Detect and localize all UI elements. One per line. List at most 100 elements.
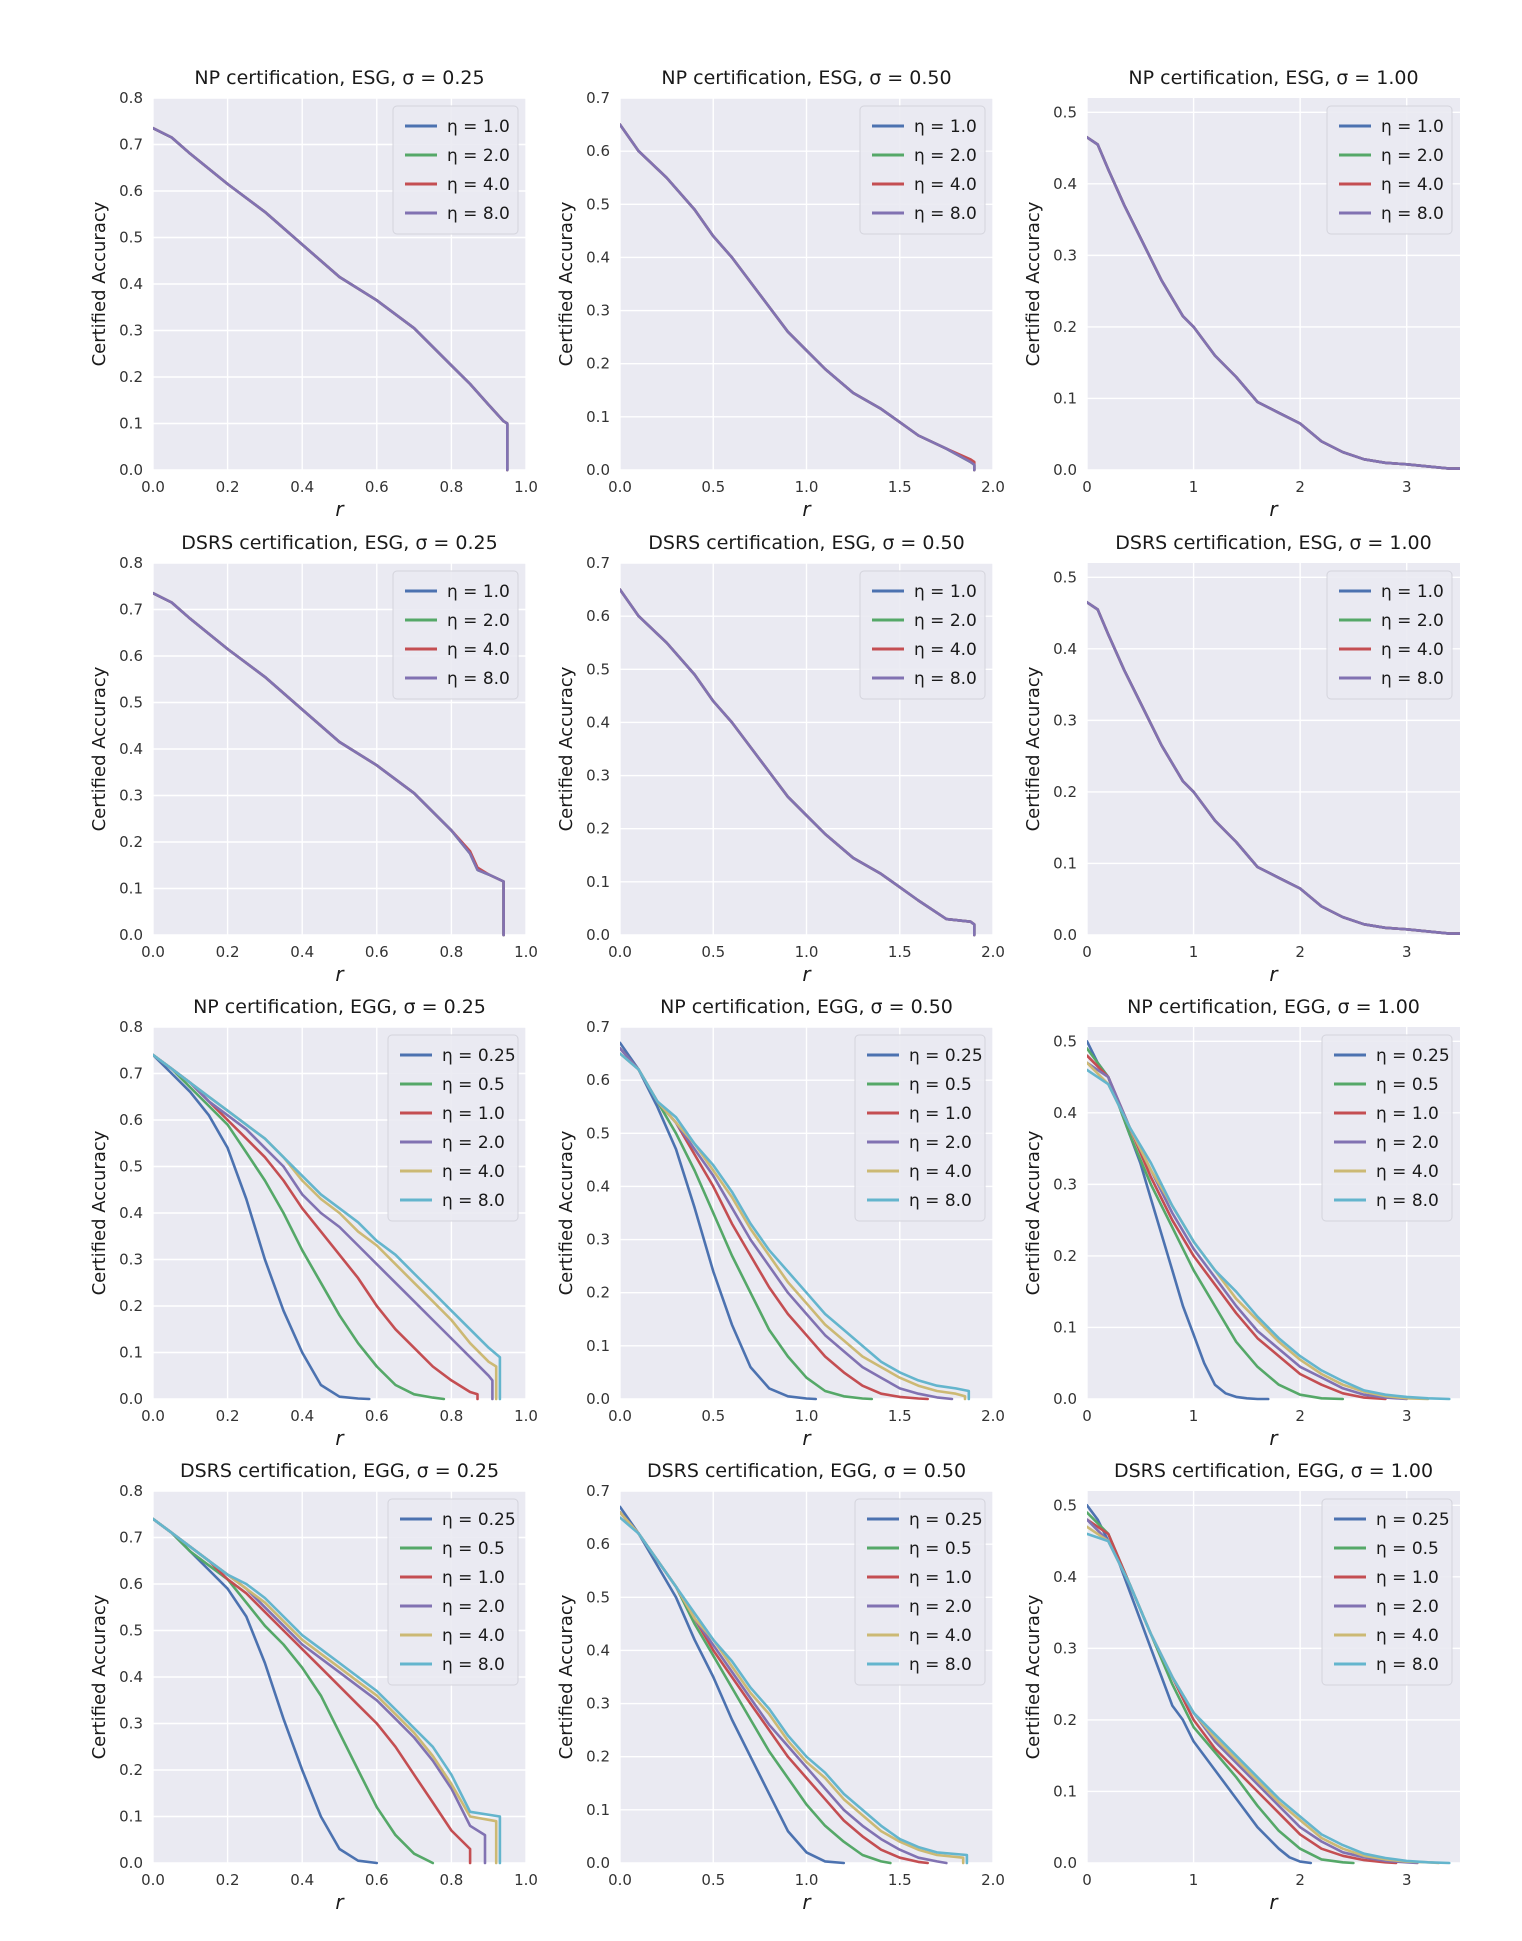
x-tick-label: 1.0 xyxy=(514,943,538,961)
y-tick-label: 0.3 xyxy=(1053,246,1077,264)
series-line-6 xyxy=(153,1053,502,1401)
x-tick-label: 0.0 xyxy=(141,1407,165,1425)
chart-title: NP certification, EGG, σ = 0.25 xyxy=(193,996,486,1018)
legend-label-1: η = 1.0 xyxy=(447,582,510,602)
x-tick-label: 0.8 xyxy=(439,943,463,961)
x-tick-label: 1.0 xyxy=(514,1871,538,1889)
y-tick-label: 0.7 xyxy=(586,554,610,572)
x-tick-label: 0.8 xyxy=(439,1871,463,1889)
chart-title: DSRS certification, ESG, σ = 1.00 xyxy=(1115,532,1431,554)
y-tick-label: 0.4 xyxy=(1053,1568,1077,1586)
y-tick-label: 0.6 xyxy=(586,1535,610,1553)
y-tick-label: 0.0 xyxy=(119,461,143,479)
series-group xyxy=(153,591,505,937)
x-tick-label: 1 xyxy=(1189,1871,1199,1889)
x-tick-label: 0.5 xyxy=(701,1407,725,1425)
x-tick-label: 1.0 xyxy=(795,478,819,496)
subplot-12: 0 1 2 3 0.0 0.1 0.2 0.3 0.4 0.5 DSRS certification… xyxy=(1023,1460,1460,1914)
legend-label-2: η = 0.5 xyxy=(1376,1075,1439,1095)
y-tick-label: 0.8 xyxy=(119,554,143,572)
x-tick-label: 2 xyxy=(1295,1871,1305,1889)
y-axis-label: Certified Accuracy xyxy=(89,1594,110,1759)
legend-label-4: η = 8.0 xyxy=(447,669,510,689)
y-tick-label: 0.6 xyxy=(586,607,610,625)
y-tick-label: 0.1 xyxy=(119,1344,143,1362)
legend: η = 1.0 η = 2.0 η = 4.0 η = 8.0 xyxy=(1326,105,1453,235)
x-tick-label: 2.0 xyxy=(981,943,1005,961)
y-tick-label: 0.5 xyxy=(119,1158,143,1176)
x-axis-label: r xyxy=(1269,962,1279,986)
legend: η = 1.0 η = 2.0 η = 4.0 η = 8.0 xyxy=(859,570,986,700)
x-tick-label: 0.2 xyxy=(216,478,240,496)
legend-label-4: η = 2.0 xyxy=(1376,1597,1439,1617)
y-axis-label: Certified Accuracy xyxy=(556,201,577,366)
y-tick-label: 0.0 xyxy=(1053,926,1077,944)
y-tick-label: 0.6 xyxy=(119,182,143,200)
y-tick-label: 0.5 xyxy=(1053,103,1077,121)
legend-label-2: η = 2.0 xyxy=(447,146,510,166)
legend-label-1: η = 1.0 xyxy=(1381,582,1444,602)
legend-label-4: η = 2.0 xyxy=(442,1597,505,1617)
legend-label-2: η = 2.0 xyxy=(1381,146,1444,166)
y-tick-label: 0.2 xyxy=(119,1297,143,1315)
legend-label-4: η = 2.0 xyxy=(442,1133,505,1153)
series-group xyxy=(620,588,976,937)
y-tick-label: 0.4 xyxy=(1053,1104,1077,1122)
y-axis-label: Certified Accuracy xyxy=(556,1130,577,1295)
legend-label-6: η = 8.0 xyxy=(442,1655,505,1675)
legend-label-1: η = 0.25 xyxy=(442,1046,516,1066)
y-axis-label: Certified Accuracy xyxy=(1023,1594,1044,1759)
y-tick-label: 0.3 xyxy=(586,1231,610,1249)
x-axis-label: r xyxy=(335,962,345,986)
y-tick-label: 0.7 xyxy=(586,1482,610,1500)
y-tick-label: 0.1 xyxy=(119,415,143,433)
series-line-6 xyxy=(620,1052,971,1401)
x-tick-label: 0.0 xyxy=(608,1407,632,1425)
chart-title: DSRS certification, EGG, σ = 0.50 xyxy=(647,1460,966,1482)
legend-label-2: η = 2.0 xyxy=(914,611,977,631)
y-tick-label: 0.2 xyxy=(1053,1711,1077,1729)
x-tick-label: 0 xyxy=(1082,478,1092,496)
legend-label-1: η = 1.0 xyxy=(914,582,977,602)
y-tick-label: 0.0 xyxy=(586,926,610,944)
y-tick-label: 0.5 xyxy=(119,1622,143,1640)
legend-label-3: η = 1.0 xyxy=(442,1568,505,1588)
x-tick-label: 3 xyxy=(1402,1407,1412,1425)
y-tick-label: 0.4 xyxy=(586,1641,610,1659)
series-line-6 xyxy=(1087,1068,1451,1401)
legend: η = 1.0 η = 2.0 η = 4.0 η = 8.0 xyxy=(1326,570,1453,700)
y-tick-label: 0.3 xyxy=(119,787,143,805)
x-tick-label: 0 xyxy=(1082,1407,1092,1425)
x-tick-label: 1.5 xyxy=(888,1407,912,1425)
chart-title: DSRS certification, EGG, σ = 0.25 xyxy=(180,1460,499,1482)
legend-label-3: η = 1.0 xyxy=(1376,1568,1439,1588)
x-tick-label: 0.4 xyxy=(290,478,314,496)
series-line-4 xyxy=(153,1053,494,1401)
x-tick-label: 0.5 xyxy=(701,1871,725,1889)
y-tick-label: 0.3 xyxy=(1053,1639,1077,1657)
y-tick-label: 0.7 xyxy=(119,1065,143,1083)
legend-label-6: η = 8.0 xyxy=(909,1655,972,1675)
y-tick-label: 0.6 xyxy=(119,1575,143,1593)
legend-label-3: η = 1.0 xyxy=(909,1568,972,1588)
x-tick-label: 0.4 xyxy=(290,1871,314,1889)
legend: η = 0.25 η = 0.5 η = 1.0 η = 2.0 η = 4.0 η = … xyxy=(387,1498,519,1686)
x-tick-label: 3 xyxy=(1402,478,1412,496)
y-tick-label: 0.8 xyxy=(119,1018,143,1036)
y-axis-label: Certified Accuracy xyxy=(556,666,577,831)
legend-label-6: η = 8.0 xyxy=(909,1191,972,1211)
legend-label-2: η = 0.5 xyxy=(909,1539,972,1559)
legend-label-1: η = 0.25 xyxy=(1376,1510,1450,1530)
series-line-4 xyxy=(620,588,976,937)
legend-label-2: η = 0.5 xyxy=(442,1075,505,1095)
legend-box xyxy=(859,105,986,235)
legend: η = 0.25 η = 0.5 η = 1.0 η = 2.0 η = 4.0 η = … xyxy=(854,1498,986,1686)
y-tick-label: 0.0 xyxy=(1053,1390,1077,1408)
y-tick-label: 0.2 xyxy=(1053,318,1077,336)
legend-label-4: η = 2.0 xyxy=(909,1597,972,1617)
y-tick-label: 0.8 xyxy=(119,1482,143,1500)
legend-box xyxy=(854,1498,986,1686)
series-line-6 xyxy=(620,1516,969,1865)
series-line-4 xyxy=(153,126,509,472)
